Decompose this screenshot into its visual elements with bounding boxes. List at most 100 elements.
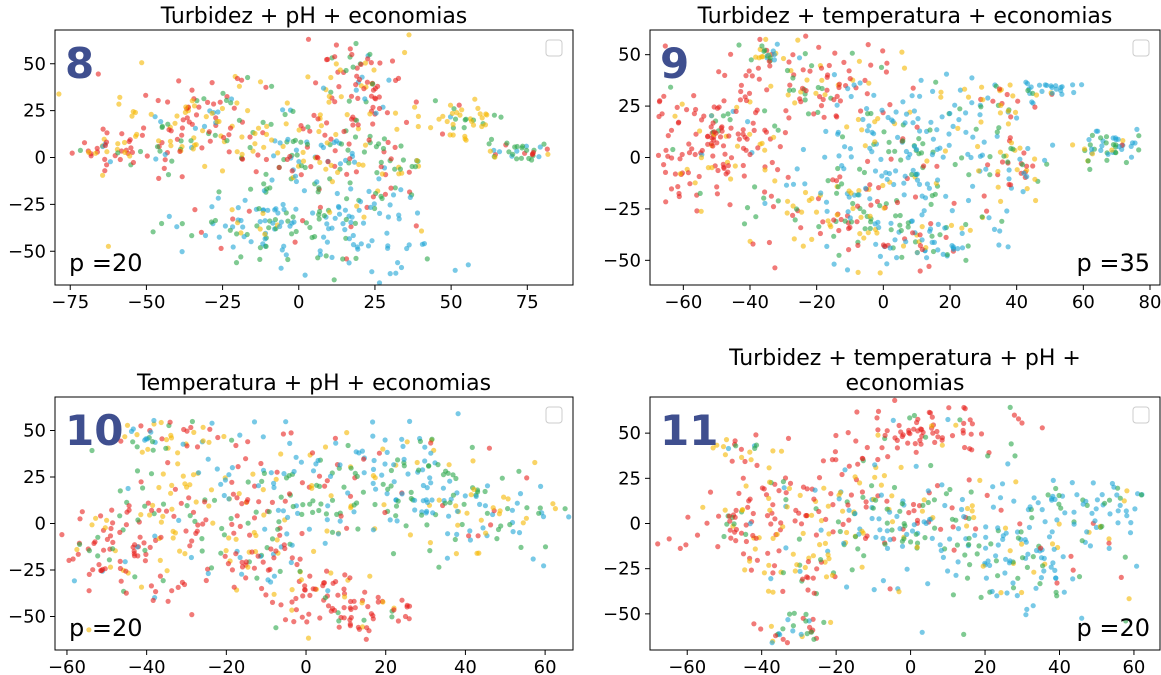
scatter-point [837, 98, 844, 104]
scatter-point [1118, 574, 1124, 581]
scatter-point [168, 432, 174, 438]
scatter-point [254, 575, 260, 581]
scatter-point [261, 512, 267, 518]
scatter-point [130, 439, 136, 445]
scatter-point [244, 499, 250, 505]
scatter-point [1004, 91, 1010, 98]
scatter-point [376, 141, 382, 147]
scatter-point [370, 616, 376, 622]
scatter-point [932, 525, 938, 531]
scatter-point [903, 111, 910, 117]
scatter-point [972, 532, 978, 538]
scatter-point [669, 155, 675, 161]
scatter-point [835, 165, 841, 172]
scatter-point [385, 486, 391, 492]
scatter-point [966, 515, 972, 522]
scatter-point [329, 179, 335, 185]
scatter-point [342, 572, 348, 578]
scatter-point [322, 132, 328, 138]
scatter-point [742, 458, 748, 465]
scatter-point [251, 565, 257, 571]
scatter-point [209, 204, 215, 210]
scatter-point [976, 543, 982, 549]
scatter-point [395, 618, 401, 624]
scatter-point [369, 238, 375, 244]
x-tick-label: 0 [905, 657, 916, 675]
panel-number-badge: 10 [65, 406, 123, 455]
scatter-point [344, 112, 350, 118]
scatter-point [995, 573, 1001, 579]
scatter-point [300, 593, 306, 599]
scatter-point [541, 563, 547, 569]
scatter-point [328, 493, 334, 499]
x-tick-label: −20 [207, 657, 245, 675]
scatter-point [228, 515, 234, 522]
scatter-point [456, 102, 462, 108]
scatter-point [665, 133, 671, 139]
scatter-point [739, 454, 745, 460]
scatter-point [126, 138, 132, 145]
scatter-point [1070, 82, 1076, 88]
scatter-point [752, 184, 758, 190]
scatter-point [804, 77, 810, 83]
scatter-point [855, 546, 861, 552]
scatter-point [1041, 555, 1047, 562]
scatter-point [424, 256, 430, 262]
scatter-point [937, 145, 943, 151]
scatter-point [983, 534, 989, 540]
scatter-point [716, 513, 722, 519]
scatter-point [494, 536, 500, 542]
scatter-point [855, 116, 862, 123]
scatter-point [797, 96, 803, 102]
scatter-point [786, 115, 792, 121]
scatter-point [978, 594, 984, 601]
scatter-point [884, 261, 890, 267]
scatter-point [855, 203, 861, 209]
scatter-point [1058, 88, 1064, 94]
scatter-point [861, 169, 868, 176]
scatter-point [524, 147, 530, 153]
scatter-point [919, 246, 925, 253]
scatter-point [200, 438, 206, 444]
scatter-point [336, 204, 342, 211]
scatter-point [246, 208, 252, 214]
scatter-point [842, 218, 848, 224]
scatter-point [806, 197, 812, 203]
scatter-point [443, 468, 449, 474]
scatter-point [178, 138, 184, 144]
scatter-point [130, 159, 136, 166]
scatter-point [825, 218, 831, 224]
scatter-point [1110, 135, 1116, 141]
scatter-point [380, 481, 386, 487]
scatter-point [79, 509, 85, 515]
scatter-point [372, 501, 378, 508]
scatter-point [305, 635, 312, 641]
scatter-point [679, 101, 685, 107]
scatter-point [265, 207, 271, 213]
scatter-point [775, 167, 781, 173]
scatter-point [148, 471, 155, 477]
scatter-point [844, 267, 851, 273]
scatter-point [792, 518, 798, 524]
scatter-point [1033, 92, 1040, 98]
scatter-point [1087, 166, 1093, 172]
scatter-point [1007, 82, 1013, 88]
scatter-point [1115, 136, 1121, 142]
scatter-point [544, 146, 550, 152]
scatter-point [540, 514, 547, 520]
scatter-point [347, 623, 353, 629]
scatter-point [881, 205, 887, 211]
scatter-point [884, 498, 890, 504]
scatter-point [977, 112, 983, 118]
scatter-point [877, 270, 883, 276]
scatter-point [1007, 548, 1013, 554]
scatter-point [980, 563, 986, 569]
scatter-point [952, 102, 958, 108]
scatter-point [808, 629, 815, 635]
scatter-point [753, 214, 759, 220]
scatter-point [130, 109, 136, 115]
scatter-point [772, 516, 778, 522]
scatter-point [395, 457, 401, 463]
scatter-point [152, 533, 158, 539]
scatter-point [679, 151, 685, 158]
